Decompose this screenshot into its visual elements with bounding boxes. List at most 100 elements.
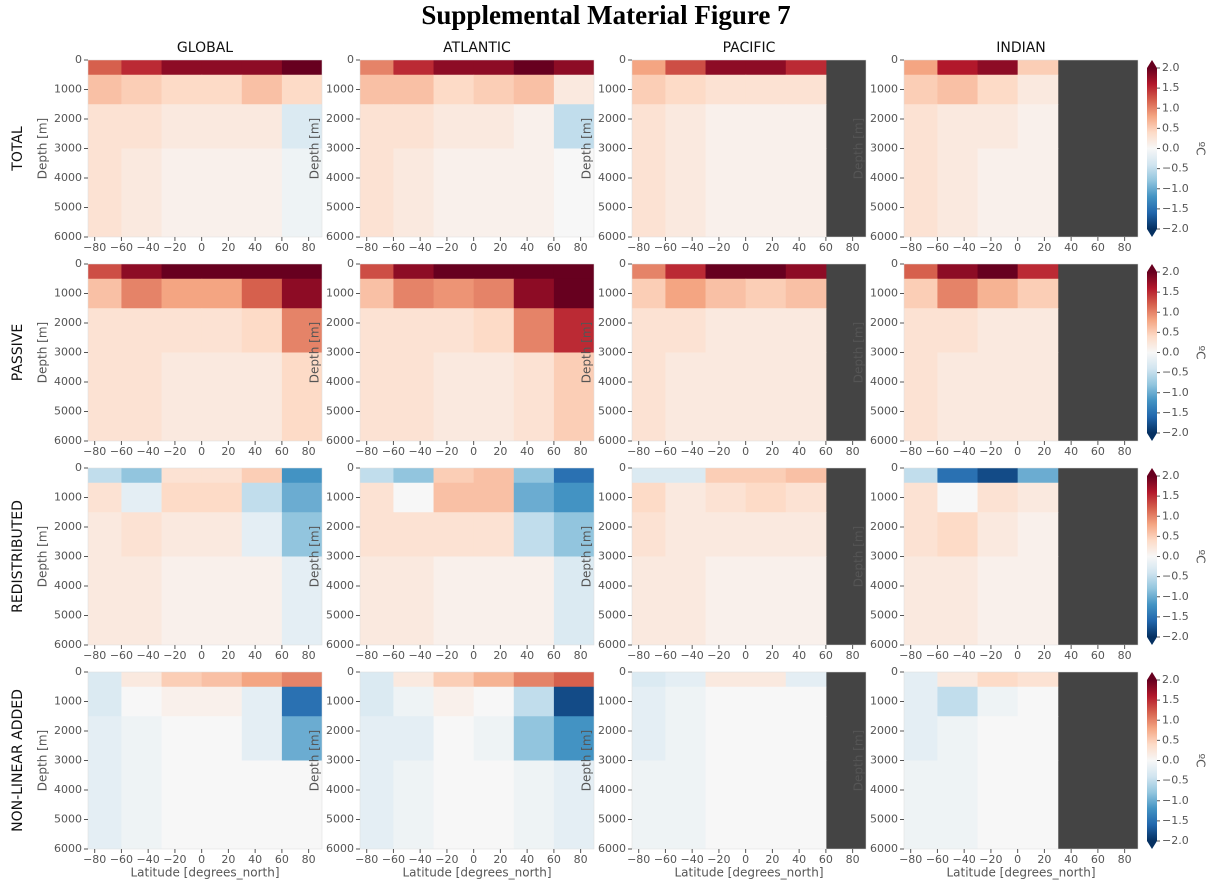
heat-cell — [88, 308, 122, 353]
heat-cell — [665, 760, 707, 849]
y-tick-label: 3000 — [598, 346, 626, 359]
x-tick-label: −40 — [409, 445, 432, 458]
heat-cell — [705, 278, 747, 309]
x-tick-label: −20 — [979, 853, 1002, 866]
heat-cell — [241, 468, 283, 484]
heat-cell — [433, 148, 475, 237]
heat-cell — [393, 512, 435, 557]
x-tick-label: −80 — [355, 853, 378, 866]
heat-cell — [433, 760, 475, 849]
heat-cell — [937, 482, 979, 513]
x-tick-label: 80 — [1118, 853, 1132, 866]
heat-cell — [121, 686, 163, 717]
colorbar-tick-label: 1.0 — [1162, 305, 1180, 318]
y-tick-label: 2000 — [598, 112, 626, 125]
x-tick-label: 60 — [547, 445, 561, 458]
x-tick-label: −40 — [137, 445, 160, 458]
heat-cell — [473, 468, 515, 484]
y-tick-label: 4000 — [598, 375, 626, 388]
x-tick-label: 0 — [1014, 241, 1021, 254]
x-tick-label: 80 — [302, 241, 316, 254]
heat-cell — [161, 352, 203, 441]
heat-cell — [393, 672, 435, 688]
heat-cell — [705, 556, 747, 645]
y-tick-label: 4000 — [870, 783, 898, 796]
colorbar-tick-label: −2.0 — [1162, 630, 1189, 643]
y-tick-label: 3000 — [598, 550, 626, 563]
heat-cell — [665, 482, 707, 513]
y-tick-label: 1000 — [870, 287, 898, 300]
y-tick-label: 4000 — [54, 783, 82, 796]
y-axis-label: Depth [m] — [308, 322, 322, 383]
heat-cell — [473, 556, 515, 645]
heat-cell — [977, 556, 1019, 645]
y-tick-label: 2000 — [870, 724, 898, 737]
colorbar-extend-min — [1147, 433, 1157, 441]
heat-cell — [161, 278, 203, 309]
heat-cell — [393, 352, 435, 441]
heat-cell — [665, 148, 707, 237]
heat-cell — [88, 60, 122, 76]
x-tick-label: 60 — [819, 445, 833, 458]
y-tick-label: 5000 — [326, 609, 354, 622]
x-tick-label: 80 — [302, 853, 316, 866]
colorbar-tick-label: 0.0 — [1162, 550, 1180, 563]
heat-cell — [161, 264, 203, 280]
heat-cell — [393, 104, 435, 149]
heat-cell — [513, 760, 555, 849]
x-tick-label: 20 — [765, 649, 779, 662]
heat-cell — [201, 264, 243, 280]
heat-cell — [201, 482, 243, 513]
y-tick-label: 6000 — [54, 230, 82, 243]
x-tick-label: 0 — [742, 241, 749, 254]
y-axis-label: Depth [m] — [36, 526, 50, 587]
x-tick-label: 80 — [1118, 445, 1132, 458]
heat-cell — [904, 512, 938, 557]
heat-cell — [904, 686, 938, 717]
heat-cell — [665, 74, 707, 105]
x-tick-label: −60 — [110, 853, 133, 866]
panel — [360, 672, 594, 849]
x-tick-label: 60 — [1091, 853, 1105, 866]
colorbar-tick-label: 2.0 — [1162, 61, 1180, 74]
heat-cell — [281, 556, 322, 645]
y-tick-label: 6000 — [54, 638, 82, 651]
x-tick-label: −80 — [355, 241, 378, 254]
heat-cell — [785, 468, 827, 484]
heat-cell — [937, 60, 979, 76]
x-tick-label: −60 — [382, 649, 405, 662]
heat-cell — [161, 74, 203, 105]
heat-cell — [161, 512, 203, 557]
y-tick-label: 2000 — [870, 316, 898, 329]
x-tick-label: −40 — [681, 853, 704, 866]
y-tick-label: 3000 — [54, 142, 82, 155]
heat-cell — [121, 60, 163, 76]
heat-cell — [632, 556, 666, 645]
heat-cell — [553, 308, 594, 353]
y-tick-label: 0 — [891, 665, 898, 678]
x-tick-label: −20 — [707, 241, 730, 254]
heat-cell — [705, 686, 747, 717]
colorbar-tick-label: −1.5 — [1162, 406, 1189, 419]
heat-cell — [88, 264, 122, 280]
y-tick-label: 5000 — [870, 813, 898, 826]
y-tick-label: 1000 — [870, 491, 898, 504]
heat-cell — [360, 308, 394, 353]
heat-cell — [433, 308, 475, 353]
y-tick-label: 3000 — [598, 754, 626, 767]
heat-cell — [977, 716, 1019, 761]
panel — [360, 468, 594, 645]
x-tick-label: 40 — [520, 649, 534, 662]
x-tick-label: 0 — [1014, 649, 1021, 662]
y-axis-label: Depth [m] — [852, 730, 866, 791]
x-tick-label: −60 — [926, 853, 949, 866]
heat-cell — [632, 672, 666, 688]
y-tick-label: 3000 — [598, 142, 626, 155]
y-tick-label: 6000 — [326, 434, 354, 447]
heat-cell — [201, 148, 243, 237]
heat-cell — [705, 264, 747, 280]
heat-cell — [88, 716, 122, 761]
heat-cell — [473, 104, 515, 149]
heat-cell — [88, 74, 122, 105]
y-tick-label: 4000 — [870, 375, 898, 388]
